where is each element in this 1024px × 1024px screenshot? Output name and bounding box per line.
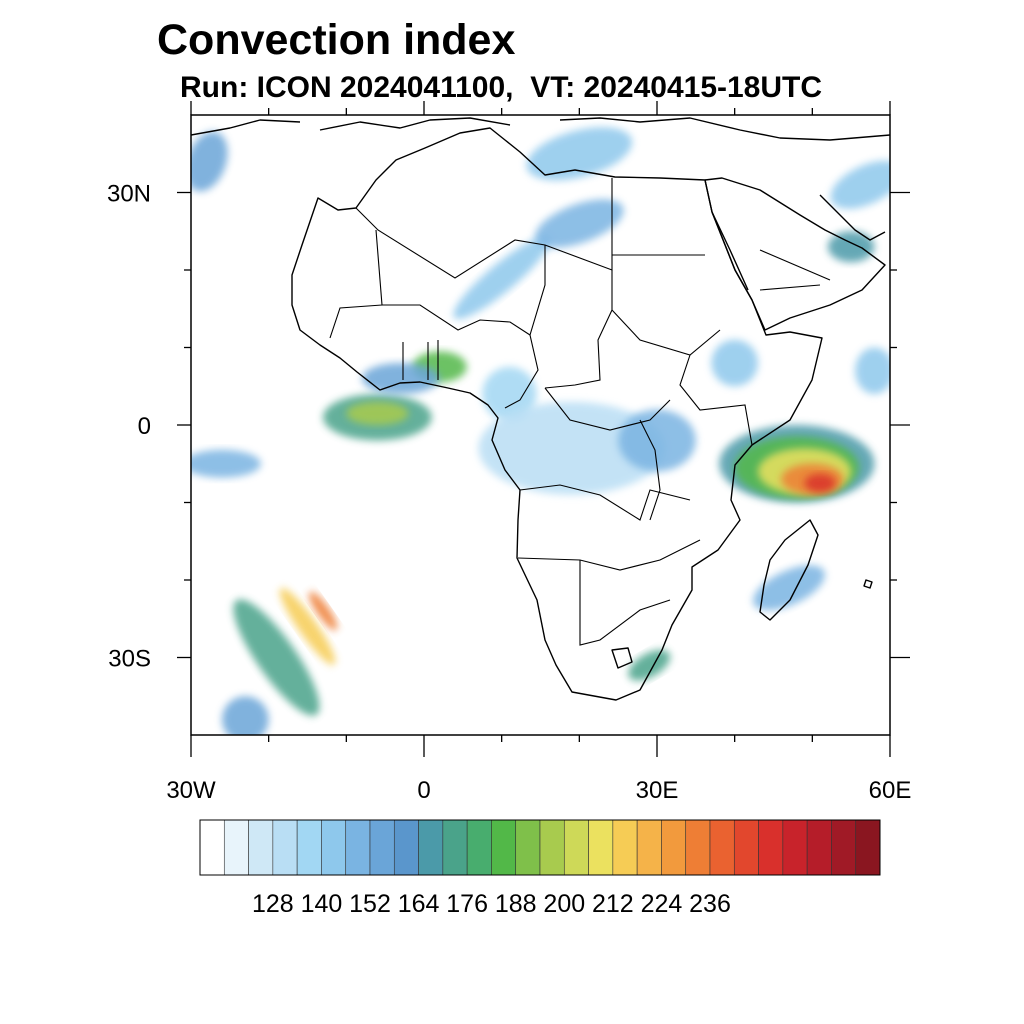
arabia-coastline bbox=[704, 177, 886, 331]
colorbar-swatch bbox=[661, 819, 687, 876]
colorbar-swatch bbox=[296, 819, 322, 876]
colorbar-tick-label: 140 bbox=[301, 890, 343, 918]
island bbox=[863, 579, 873, 589]
convection-cell bbox=[628, 649, 671, 681]
madagascar-coastline bbox=[759, 519, 819, 621]
colorbar-swatch bbox=[831, 819, 857, 876]
axis-labels: 30N 0 30S 30W 0 30E 60E bbox=[107, 181, 911, 805]
colorbar-swatch bbox=[758, 819, 784, 876]
convection-cell bbox=[453, 236, 551, 320]
colorbar-frame bbox=[199, 819, 881, 876]
run-label: Run: ICON 2024041100, bbox=[180, 71, 514, 104]
convection-cell bbox=[308, 591, 338, 631]
valid-time-label: VT: 20240415-18UTC bbox=[530, 71, 823, 104]
colorbar-swatch bbox=[709, 819, 735, 876]
lon-tick-label: 60E bbox=[869, 777, 912, 804]
colorbar-swatch bbox=[636, 819, 662, 876]
colorbar-tick-label: 200 bbox=[543, 890, 585, 918]
colorbar-swatch bbox=[588, 819, 614, 876]
colorbar-labels: 128 140 152 164 176 188 200 212 224 236 bbox=[252, 890, 731, 918]
colorbar-tick-label: 128 bbox=[252, 890, 294, 918]
country-borders bbox=[329, 178, 831, 646]
convection-cell bbox=[855, 347, 890, 394]
colorbar-swatch bbox=[393, 819, 419, 876]
iberia-coastline bbox=[191, 119, 301, 136]
convection-cell bbox=[482, 366, 537, 422]
convection-cell bbox=[222, 696, 269, 735]
convection-cell bbox=[191, 449, 261, 478]
convection-cell bbox=[346, 401, 409, 425]
convection-cell bbox=[804, 473, 836, 493]
colorbar-tick-label: 224 bbox=[641, 890, 683, 918]
colorbar-tick-label: 212 bbox=[592, 890, 634, 918]
convection-field bbox=[191, 127, 890, 735]
red-sea-coastline bbox=[711, 211, 749, 291]
colorbar-swatch bbox=[199, 819, 225, 876]
convection-cell bbox=[526, 127, 633, 181]
lon-tick-label: 30E bbox=[636, 777, 679, 804]
colorbar-swatch bbox=[272, 819, 298, 876]
colorbar-swatch bbox=[612, 819, 638, 876]
colorbar-swatch bbox=[321, 819, 347, 876]
axis-ticks bbox=[177, 101, 910, 757]
colorbar-swatch bbox=[855, 819, 881, 876]
convection-cell bbox=[361, 363, 440, 394]
colorbar-tick-label: 164 bbox=[398, 890, 440, 918]
africa-coastline bbox=[291, 127, 823, 701]
colorbar-swatch bbox=[685, 819, 711, 876]
convection-cell bbox=[535, 199, 624, 248]
lat-tick-label: 30S bbox=[108, 646, 151, 673]
colorbar-tick-label: 176 bbox=[446, 890, 488, 918]
lesotho-outline bbox=[611, 647, 633, 669]
lat-tick-label: 0 bbox=[138, 413, 151, 440]
convection-cell bbox=[830, 160, 890, 209]
colorbar-swatch bbox=[515, 819, 541, 876]
colorbar-swatch bbox=[733, 819, 759, 876]
colorbar-swatch bbox=[223, 819, 249, 876]
colorbar-tick-label: 188 bbox=[495, 890, 537, 918]
colorbar-swatch bbox=[442, 819, 468, 876]
colorbar-swatch bbox=[369, 819, 395, 876]
convection-cell bbox=[711, 339, 758, 387]
europe-coastline bbox=[319, 117, 890, 141]
convection-cell bbox=[279, 588, 336, 665]
colorbar-swatch bbox=[782, 819, 808, 876]
lat-tick-label: 30N bbox=[107, 181, 151, 208]
gulf-coastline bbox=[819, 194, 886, 241]
colorbar-swatch bbox=[345, 819, 371, 876]
convection-cell bbox=[753, 565, 825, 611]
colorbar-tick-label: 152 bbox=[349, 890, 391, 918]
coastlines bbox=[191, 117, 890, 701]
colorbar-swatch bbox=[466, 819, 492, 876]
lon-tick-label: 0 bbox=[417, 777, 430, 804]
lon-tick-label: 30W bbox=[166, 777, 216, 804]
colorbar-tick-label: 236 bbox=[689, 890, 731, 918]
colorbar bbox=[199, 819, 881, 876]
colorbar-swatch bbox=[491, 819, 517, 876]
convection-cell bbox=[191, 131, 228, 192]
page-title: Convection index bbox=[157, 16, 516, 64]
convection-cell bbox=[827, 231, 875, 263]
colorbar-swatch bbox=[418, 819, 444, 876]
run-subtitle: Run: ICON 2024041100, VT: 20240415-18UTC bbox=[180, 71, 822, 105]
colorbar-swatch bbox=[806, 819, 832, 876]
convection-cell bbox=[478, 401, 665, 495]
colorbar-swatch bbox=[563, 819, 589, 876]
colorbar-swatch bbox=[539, 819, 565, 876]
convection-cell bbox=[618, 409, 696, 472]
convection-cell bbox=[233, 599, 320, 716]
colorbar-swatch bbox=[248, 819, 274, 876]
